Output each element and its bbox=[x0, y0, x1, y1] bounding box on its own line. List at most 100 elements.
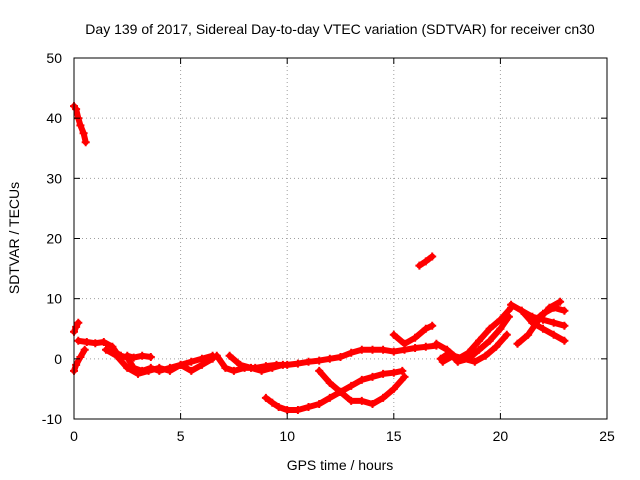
data-point bbox=[539, 324, 547, 333]
data-point bbox=[496, 324, 505, 333]
data-point bbox=[82, 338, 91, 346]
data-point bbox=[91, 339, 100, 348]
data-point bbox=[524, 330, 533, 339]
data-point bbox=[102, 345, 110, 354]
data-point bbox=[357, 345, 366, 354]
data-point bbox=[560, 306, 569, 315]
y-tick-label: 30 bbox=[46, 170, 62, 186]
data-point bbox=[481, 351, 490, 360]
data-point bbox=[475, 345, 484, 354]
data-point bbox=[304, 357, 313, 366]
data-point bbox=[411, 344, 420, 352]
data-point bbox=[315, 366, 324, 375]
data-point bbox=[155, 363, 164, 372]
data-point bbox=[225, 351, 234, 360]
data-point bbox=[123, 363, 132, 372]
data-point bbox=[144, 366, 153, 375]
data-point bbox=[517, 306, 526, 315]
data-point bbox=[421, 342, 430, 351]
data-point bbox=[187, 366, 196, 375]
series-trace-3 bbox=[71, 346, 88, 374]
data-point bbox=[357, 396, 366, 405]
data-point bbox=[257, 366, 266, 375]
data-point bbox=[187, 357, 196, 366]
data-point bbox=[438, 357, 447, 366]
data-point bbox=[475, 336, 484, 345]
data-point bbox=[400, 339, 409, 348]
data-point bbox=[560, 336, 569, 345]
data-point bbox=[470, 357, 479, 366]
data-point bbox=[539, 309, 547, 318]
series-trace-19 bbox=[529, 304, 568, 326]
data-point bbox=[485, 324, 494, 333]
data-point bbox=[379, 369, 388, 378]
data-point bbox=[549, 330, 558, 339]
data-point bbox=[528, 318, 537, 327]
data-point bbox=[72, 322, 81, 331]
data-point bbox=[80, 345, 89, 354]
data-point bbox=[76, 121, 85, 130]
data-point bbox=[428, 321, 437, 330]
data-point bbox=[492, 342, 501, 351]
data-point bbox=[146, 353, 155, 361]
data-point bbox=[336, 353, 345, 361]
x-tick-label: 5 bbox=[177, 428, 185, 444]
x-tick-label: 0 bbox=[70, 428, 78, 444]
data-point bbox=[212, 351, 221, 360]
data-point bbox=[221, 363, 230, 372]
data-point bbox=[325, 354, 334, 363]
data-point bbox=[112, 351, 121, 360]
data-point bbox=[236, 360, 245, 369]
data-point bbox=[123, 351, 132, 360]
data-point bbox=[389, 347, 398, 356]
data-point bbox=[99, 338, 108, 346]
data-point bbox=[432, 339, 441, 348]
data-point bbox=[421, 324, 430, 333]
data-point bbox=[336, 387, 345, 396]
data-point bbox=[368, 400, 377, 408]
data-point bbox=[507, 300, 516, 309]
y-tick-label: 20 bbox=[46, 231, 62, 247]
data-point bbox=[485, 336, 494, 345]
data-point bbox=[176, 360, 185, 369]
data-point bbox=[134, 369, 142, 378]
data-point bbox=[347, 381, 356, 390]
x-tick-label: 10 bbox=[279, 428, 295, 444]
data-point bbox=[81, 138, 90, 147]
data-point bbox=[72, 105, 81, 114]
y-axis-label: SDTVAR / TECUs bbox=[6, 182, 22, 294]
data-point bbox=[411, 333, 420, 342]
data-point bbox=[283, 406, 292, 414]
data-point bbox=[415, 261, 424, 270]
data-point bbox=[197, 360, 206, 369]
data-point bbox=[549, 318, 558, 327]
data-point bbox=[389, 330, 398, 339]
series-layer bbox=[70, 102, 569, 414]
data-point bbox=[108, 342, 117, 351]
data-point bbox=[325, 378, 334, 387]
data-point bbox=[513, 339, 522, 348]
data-point bbox=[315, 400, 324, 408]
data-point bbox=[428, 252, 437, 261]
chart-title: Day 139 of 2017, Sidereal Day-to-day VTE… bbox=[85, 21, 595, 37]
data-point bbox=[304, 403, 313, 411]
data-point bbox=[460, 354, 469, 363]
data-point bbox=[274, 403, 283, 411]
data-point bbox=[357, 375, 366, 384]
data-point bbox=[368, 372, 377, 381]
data-point bbox=[278, 360, 287, 369]
x-axis-label: GPS time / hours bbox=[287, 457, 394, 473]
x-tick-label: 20 bbox=[493, 428, 509, 444]
data-point bbox=[79, 129, 88, 138]
data-point bbox=[389, 384, 398, 393]
data-point bbox=[560, 321, 569, 330]
data-point bbox=[72, 360, 81, 369]
data-point bbox=[347, 348, 356, 357]
data-point bbox=[74, 318, 83, 327]
data-point bbox=[138, 351, 147, 360]
y-tick-label: 40 bbox=[46, 110, 62, 126]
data-point bbox=[398, 366, 407, 375]
data-point bbox=[325, 393, 334, 402]
data-point bbox=[76, 353, 85, 361]
